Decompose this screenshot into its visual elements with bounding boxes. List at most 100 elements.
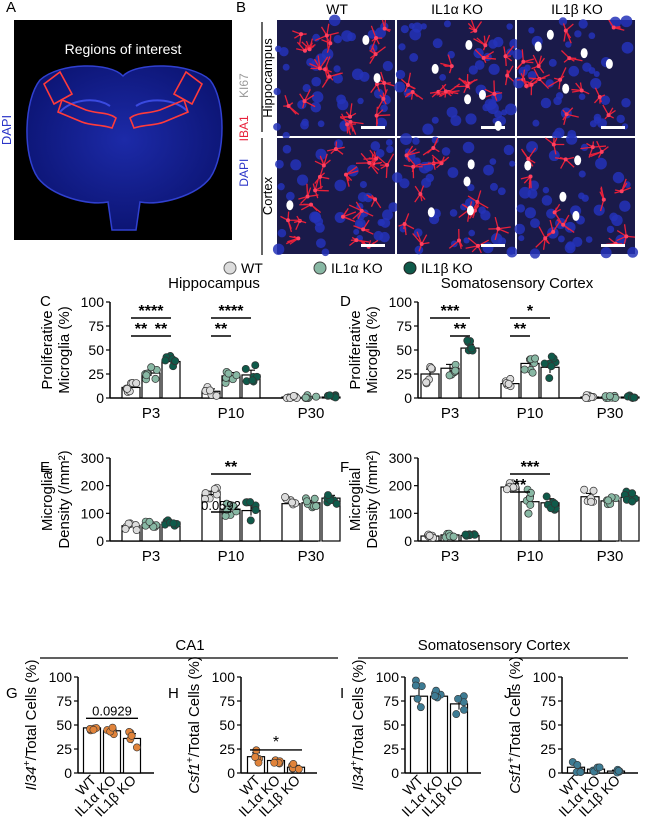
- y-axis-label-line2: Density (/mm²): [56, 450, 73, 548]
- significance-label: **: [155, 321, 168, 338]
- dapi-nucleus: [282, 144, 292, 154]
- y-tick-label: 0: [227, 765, 235, 781]
- ki67-positive-cell: [464, 94, 472, 105]
- iba1-process: [521, 49, 524, 62]
- iba1-soma: [324, 33, 329, 38]
- dapi-nucleus: [540, 97, 552, 109]
- y-axis-label-gene: Il34: [350, 766, 367, 790]
- iba1-process: [406, 154, 416, 166]
- dapi-nucleus: [413, 157, 421, 165]
- iba1-soma: [313, 188, 318, 193]
- panel-label-g: G: [6, 685, 18, 702]
- x-tick-label: P30: [597, 548, 624, 565]
- y-tick-label: 100: [212, 669, 236, 685]
- section-title-cortex: Somatosensory Cortex: [418, 637, 571, 654]
- iba1-process: [445, 90, 459, 95]
- data-point: [246, 498, 255, 507]
- x-tick-label: P10: [517, 548, 544, 565]
- data-point: [545, 374, 554, 383]
- iba1-soma: [611, 25, 616, 30]
- data-point: [605, 392, 614, 400]
- data-point: [310, 494, 319, 503]
- y-axis-label-rest: /Total Cells (%): [350, 660, 367, 761]
- iba1-process: [538, 78, 550, 90]
- iba1-soma: [327, 74, 332, 79]
- iba1-soma: [309, 202, 314, 207]
- dapi-nucleus: [460, 203, 468, 211]
- bar-il1-ko: [122, 737, 142, 774]
- iba1-soma: [536, 64, 541, 69]
- iba1-soma: [472, 208, 477, 213]
- dapi-nucleus: [296, 174, 309, 186]
- y-axis-label-superscript: +: [349, 760, 360, 766]
- significance-label: **: [454, 321, 467, 338]
- iba1-soma: [521, 59, 526, 64]
- y-tick-label: 0: [404, 390, 412, 406]
- dapi-nucleus: [519, 186, 531, 199]
- dapi-nucleus: [395, 69, 406, 80]
- iba1-process: [590, 151, 602, 158]
- dapi-nucleus: [375, 27, 387, 39]
- iba1-soma: [348, 114, 353, 119]
- data-point: [542, 492, 551, 501]
- data-point: [573, 761, 582, 769]
- ki67-positive-cell: [478, 89, 486, 100]
- y-axis-label: Il34+/Total Cells (%): [22, 660, 40, 791]
- iba1-soma: [475, 243, 480, 248]
- data-point: [547, 362, 556, 371]
- iba1-process: [314, 34, 328, 42]
- dapi-nucleus: [581, 194, 589, 202]
- y-tick-label: 100: [49, 669, 73, 685]
- ki67-positive-cell: [572, 210, 580, 221]
- panel-a: A Regions of interest DAPI: [0, 0, 232, 240]
- iba1-process: [493, 80, 496, 94]
- dapi-nucleus: [468, 229, 476, 237]
- iba1-process: [386, 153, 395, 166]
- data-point: [294, 765, 303, 773]
- significance-label: **: [225, 459, 238, 476]
- data-point: [332, 499, 341, 508]
- dapi-nucleus: [474, 60, 485, 70]
- x-tick-label: P30: [298, 405, 325, 422]
- data-point: [520, 365, 529, 374]
- ki67-positive-cell: [580, 48, 588, 59]
- iba1-process: [342, 211, 357, 218]
- dapi-nucleus: [478, 206, 486, 214]
- section-title-ca1: CA1: [175, 637, 204, 654]
- ki67-positive-cell: [427, 207, 435, 218]
- dapi-nucleus: [578, 93, 586, 100]
- legend-label-il1a-ko: IL1α KO: [331, 260, 383, 276]
- data-point: [169, 519, 178, 528]
- iba1-process: [360, 152, 370, 164]
- y-axis-label-line1: Proliferative: [347, 310, 364, 389]
- x-tick-label: P10: [218, 548, 245, 565]
- data-point: [205, 386, 214, 395]
- y-tick-label: 300: [81, 450, 105, 466]
- y-axis-label: MicroglialDensity (/mm²): [39, 450, 73, 548]
- y-tick-label: 25: [383, 741, 399, 757]
- dapi-nucleus: [359, 71, 370, 82]
- dapi-nucleus: [564, 242, 576, 254]
- y-tick-label: 75: [383, 693, 399, 709]
- dapi-nucleus: [337, 98, 349, 111]
- y-tick-label: 25: [540, 741, 556, 757]
- iba1-process: [465, 245, 479, 249]
- y-tick-label: 50: [88, 342, 104, 358]
- ki67-positive-cell: [494, 120, 502, 131]
- iba1-soma: [552, 210, 557, 215]
- data-point: [430, 692, 439, 700]
- iba1-process: [525, 77, 536, 87]
- dapi-nucleus: [582, 62, 592, 72]
- dapi-nucleus: [558, 17, 568, 26]
- iba1-process: [321, 76, 330, 88]
- panel-b: B WT IL1α KO IL1β KO DAPI IBA1 KI67 Hipp…: [236, 0, 639, 259]
- iba1-soma: [373, 197, 378, 202]
- x-tick-label: P3: [142, 405, 160, 422]
- data-point: [301, 393, 310, 402]
- data-point: [467, 344, 476, 353]
- iba1-soma: [551, 229, 556, 234]
- data-point: [526, 500, 535, 509]
